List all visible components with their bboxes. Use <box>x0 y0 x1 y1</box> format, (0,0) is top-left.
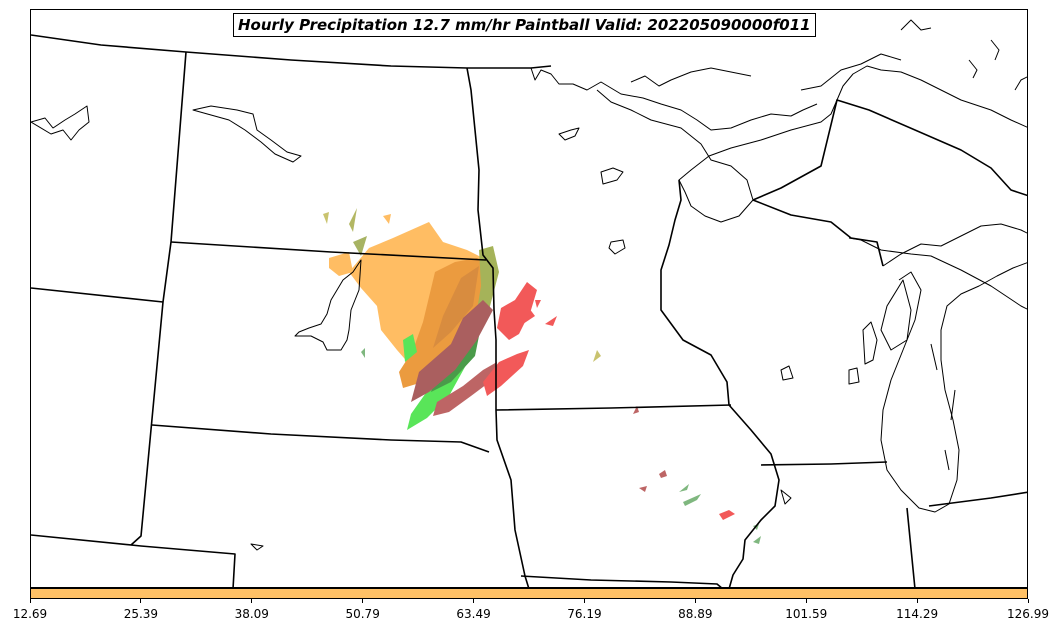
illinois-indiana-border <box>906 507 916 587</box>
colorbar-tick <box>916 599 918 603</box>
colorbar-tick-label: 12.69 <box>12 607 48 621</box>
precip-dark-red-fleck <box>659 470 667 478</box>
missouri-river-se <box>250 543 264 551</box>
sd-ne-border <box>31 287 164 303</box>
precip-olive-fleck <box>349 208 357 232</box>
colorbar-tick <box>140 599 142 603</box>
colorbar-tick-label: 76.19 <box>567 607 602 621</box>
iowa-missouri-border <box>520 575 722 587</box>
precip-dark-red-streak-2 <box>433 362 497 416</box>
isle-royale <box>558 127 580 141</box>
minnesota-iowa-border <box>495 404 732 411</box>
canada-us-border <box>31 34 552 69</box>
colorbar <box>30 588 1028 599</box>
colorbar-tick-label: 88.89 <box>678 607 713 621</box>
colorbar-tick <box>29 599 31 603</box>
lake-winnebago <box>848 367 860 385</box>
lake-michigan-shore-dash <box>930 343 956 471</box>
lake-sakakawea <box>192 105 302 163</box>
precip-orange-dark-streak <box>433 266 479 348</box>
colorbar-tick <box>362 599 364 603</box>
colorbar-tick <box>473 599 475 603</box>
michigan-up-border <box>752 99 1027 201</box>
precip-red-fleck <box>535 300 541 308</box>
colorbar-tick-label: 50.79 <box>345 607 380 621</box>
precip-olive-fleck <box>323 212 329 224</box>
precip-green-muted-fleck <box>361 348 365 358</box>
indiana-ohio-border <box>928 491 1027 507</box>
colorbar-tick-label: 114.29 <box>896 607 939 621</box>
colorbar-tick-label: 126.99 <box>1007 607 1049 621</box>
door-peninsula <box>862 321 878 365</box>
lake-michigan <box>880 262 1027 513</box>
shore-detail-ne <box>900 19 1027 91</box>
precip-dark-red-fleck <box>639 486 647 492</box>
nd-sd-border <box>170 241 487 261</box>
precip-green-muted-fleck <box>679 484 689 492</box>
precip-green-muted-fleck <box>753 536 761 544</box>
ne-border-south <box>151 424 490 453</box>
missouri-river <box>294 259 362 351</box>
precip-red-fleck <box>719 510 735 520</box>
precip-red-fleck <box>545 316 557 326</box>
lake-michigan-north <box>882 223 1027 267</box>
lake-island-2 <box>608 239 626 255</box>
iowa-illinois-border <box>728 404 780 587</box>
lake-in-mn <box>780 365 794 381</box>
precip-dark-red-streak <box>411 300 493 402</box>
lake-superior <box>596 65 1027 223</box>
dakota-minnesota-border <box>466 67 497 410</box>
lake-island-3 <box>780 489 792 505</box>
precip-orange-light-small <box>329 252 353 276</box>
precip-red-blob <box>497 282 537 340</box>
map-panel[interactable] <box>30 9 1028 588</box>
green-bay-shore <box>880 279 912 351</box>
saskatchewan-shore <box>31 105 90 141</box>
lake-island-1 <box>600 167 624 185</box>
precip-green-muted-fleck <box>683 494 701 506</box>
colorbar-tick-label: 25.39 <box>123 607 159 621</box>
chart-title: Hourly Precipitation 12.7 mm/hr Paintbal… <box>233 13 816 37</box>
shore-detail-superior-east <box>800 53 902 91</box>
ne-ks-border <box>31 534 236 587</box>
colorbar-tick <box>805 599 807 603</box>
lake-of-woods <box>530 67 818 131</box>
colorbar-tick <box>583 599 585 603</box>
precip-olive-fleck <box>593 350 601 362</box>
shore-detail-north <box>630 67 752 87</box>
precip-green-bright-blob <box>403 334 417 362</box>
iowa-west-border <box>495 409 530 587</box>
colorbar-tick-label: 38.09 <box>234 607 269 621</box>
colorbar-tick <box>1027 599 1029 603</box>
precip-red-blob-2 <box>483 350 529 396</box>
montana-dakota-border <box>130 51 187 546</box>
minnesota-wisconsin-border <box>660 179 730 406</box>
wisconsin-illinois-border <box>760 461 888 466</box>
precip-red-fleck <box>517 308 535 324</box>
colorbar-tick-label: 63.49 <box>456 607 491 621</box>
wisconsin-michigan-border <box>752 199 884 267</box>
colorbar-tick-label: 101.59 <box>785 607 828 621</box>
precip-olive-fleck <box>353 236 367 256</box>
precip-orange-light-fleck <box>383 214 391 224</box>
lake-huron <box>848 237 1027 310</box>
map-canvas <box>31 19 1027 587</box>
colorbar-tick <box>694 599 696 603</box>
colorbar-tick <box>251 599 253 603</box>
